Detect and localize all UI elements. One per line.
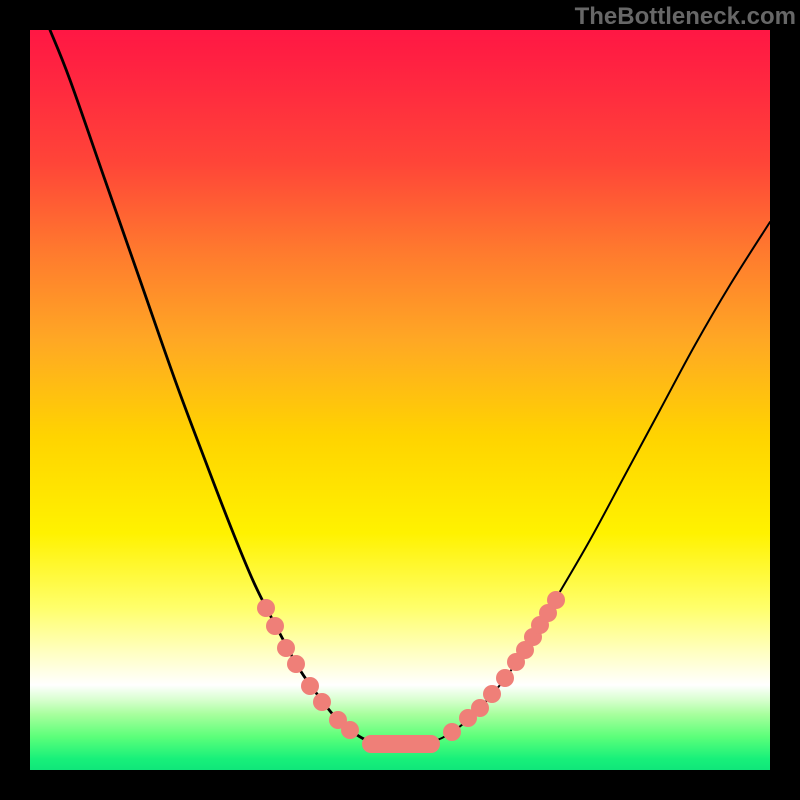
plot-gradient	[30, 30, 770, 770]
left-marker-1	[266, 617, 284, 635]
right-marker-2	[471, 699, 489, 717]
left-marker-2	[277, 639, 295, 657]
left-marker-4	[301, 677, 319, 695]
left-marker-0	[257, 599, 275, 617]
right-marker-0	[443, 723, 461, 741]
right-marker-4	[496, 669, 514, 687]
bottom-pill	[362, 735, 440, 753]
chart-root: TheBottleneck.com	[0, 0, 800, 800]
left-marker-5	[313, 693, 331, 711]
right-marker-10	[547, 591, 565, 609]
left-marker-7	[341, 721, 359, 739]
right-marker-3	[483, 685, 501, 703]
chart-svg	[0, 0, 800, 800]
watermark-text: TheBottleneck.com	[575, 3, 796, 31]
left-marker-3	[287, 655, 305, 673]
